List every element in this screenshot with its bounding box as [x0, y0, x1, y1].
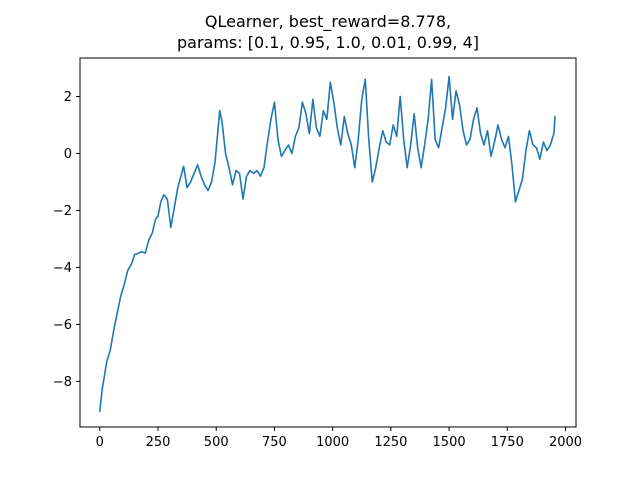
y-tick-label: 2 — [64, 90, 72, 105]
y-axis-ticks: −8 −6 −4 −2 0 2 — [53, 90, 80, 390]
x-tick-label: 1250 — [374, 435, 407, 450]
chart-title-line-1: QLearner, best_reward=8.778, — [205, 12, 451, 32]
x-tick-label: 1750 — [491, 435, 524, 450]
x-tick-label: 2000 — [549, 435, 582, 450]
y-tick-label: −8 — [53, 375, 72, 390]
x-tick-label: 1500 — [433, 435, 466, 450]
series-line-0 — [98, 75, 556, 413]
chart-title-line-2: params: [0.1, 0.95, 1.0, 0.01, 0.99, 4] — [177, 33, 479, 52]
x-axis-ticks: 0 250 500 750 1000 1250 1500 1750 2000 — [96, 427, 582, 450]
y-tick-label: −6 — [53, 318, 72, 333]
y-tick-label: 0 — [64, 147, 72, 162]
y-tick-label: −4 — [53, 261, 72, 276]
x-tick-label: 0 — [96, 435, 104, 450]
x-tick-label: 500 — [204, 435, 229, 450]
x-tick-label: 1000 — [316, 435, 349, 450]
plot-frame — [79, 57, 577, 428]
x-tick-label: 250 — [146, 435, 171, 450]
y-tick-label: −2 — [53, 204, 72, 219]
plot-series — [98, 75, 556, 413]
x-tick-label: 750 — [262, 435, 287, 450]
